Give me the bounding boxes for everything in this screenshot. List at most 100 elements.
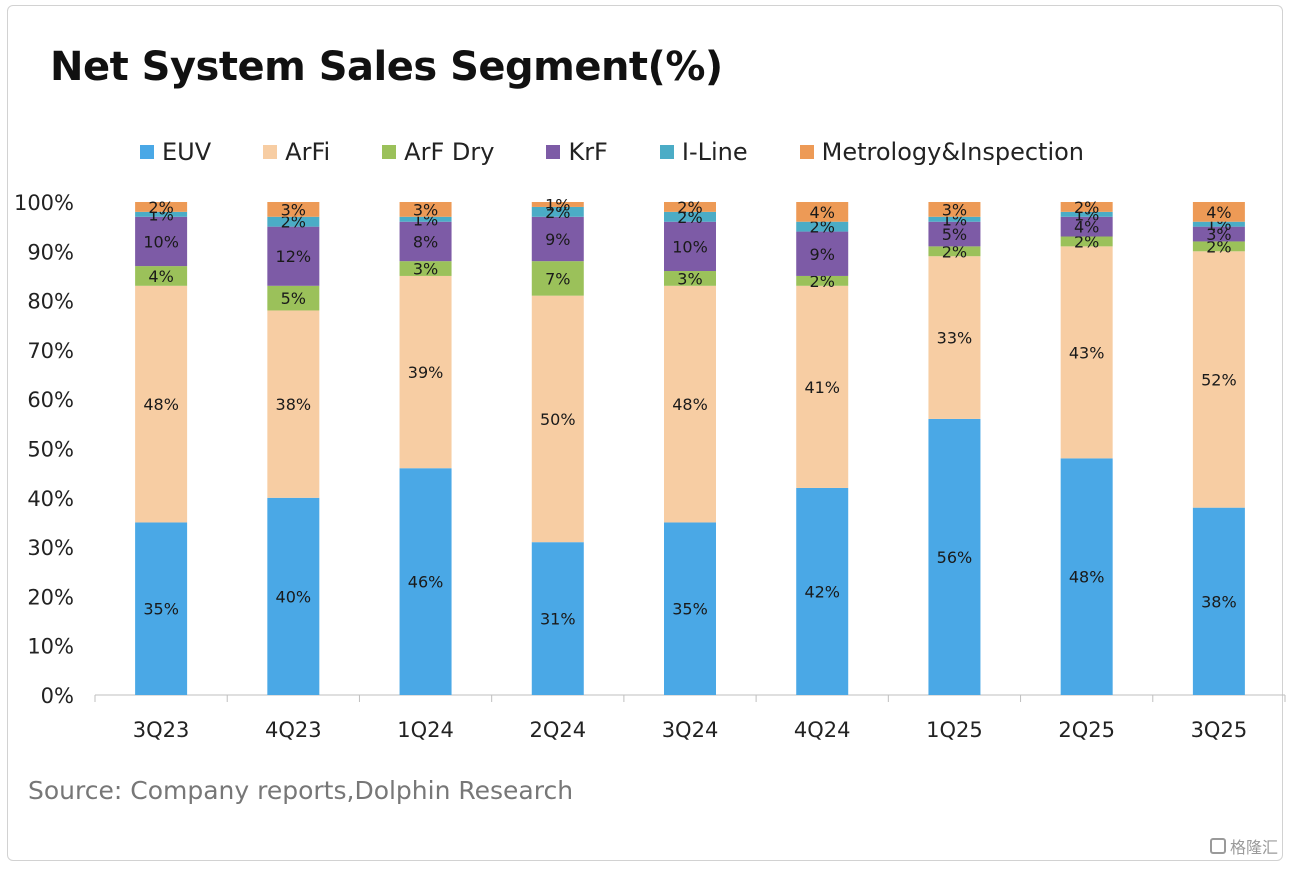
data-label: 46% [408, 573, 444, 592]
data-label: 10% [672, 237, 708, 256]
legend-item: EUV [140, 138, 211, 166]
data-label: 4% [810, 203, 835, 222]
bar-segment [796, 221, 849, 232]
y-tick-label: 70% [27, 339, 74, 363]
data-label: 7% [545, 269, 570, 288]
bar-segment [664, 221, 716, 272]
data-label: 12% [276, 247, 312, 266]
legend-swatch [546, 145, 561, 159]
bar-segment [531, 261, 584, 296]
bar-segment [531, 216, 584, 262]
footer-brand-label: 格隆汇 [1229, 840, 1278, 857]
bar-segment [399, 275, 452, 469]
x-tick-label: 1Q24 [397, 718, 454, 742]
bar-segment [399, 216, 452, 222]
y-tick-label: 60% [27, 388, 74, 412]
data-label: 1% [545, 195, 570, 214]
bar-segment [796, 285, 849, 488]
legend-item: Metrology&Inspection [799, 138, 1084, 166]
x-tick-label: 3Q24 [662, 718, 719, 742]
bar-segment [796, 202, 849, 222]
bar-segment [796, 487, 849, 695]
brand-logo-icon [1209, 838, 1226, 854]
legend-swatch [140, 145, 154, 159]
data-label: 4% [1206, 203, 1231, 222]
data-label: 48% [1069, 568, 1105, 587]
data-label: 2% [810, 272, 835, 291]
bar-segment [796, 231, 849, 276]
data-label: 50% [540, 410, 576, 429]
data-label: 2% [545, 203, 570, 222]
legend-item: ArF Dry [382, 138, 494, 166]
bar-segment [135, 266, 188, 286]
data-label: 56% [937, 548, 973, 567]
bar-segment [1060, 236, 1113, 247]
data-label: 8% [413, 232, 438, 251]
data-label: 39% [408, 363, 444, 382]
x-tick-label: 2Q24 [529, 718, 586, 742]
data-label: 9% [545, 230, 570, 249]
data-label: 3% [942, 200, 967, 219]
source-note: Source: Company reports,Dolphin Research [28, 776, 574, 805]
legend-item: ArFi [263, 138, 330, 166]
bar-segment [267, 285, 320, 311]
y-tick-label: 90% [27, 240, 74, 264]
data-label: 5% [281, 289, 306, 308]
data-label: 38% [276, 395, 312, 414]
bar-segment [267, 226, 320, 286]
bar-segment [399, 221, 452, 262]
y-tick-label: 100% [14, 191, 74, 215]
bar-segment [531, 542, 584, 695]
legend-swatch [659, 145, 674, 159]
bar-segment [664, 285, 716, 523]
legend-swatch [799, 145, 814, 159]
x-tick-label: 4Q23 [265, 718, 322, 742]
y-tick-label: 50% [27, 438, 74, 462]
bar-segment [135, 522, 188, 695]
data-label: 3% [281, 200, 306, 219]
bar-segment [267, 310, 320, 498]
data-label: 40% [276, 587, 312, 606]
data-label: 38% [1201, 592, 1237, 611]
data-label: 4% [148, 267, 173, 286]
data-label: 2% [1074, 232, 1099, 251]
bar-segment [1060, 458, 1113, 695]
data-label: 42% [804, 582, 840, 601]
legend-item: KrF [546, 138, 608, 166]
bar-segment [399, 261, 452, 276]
data-label: 31% [540, 610, 576, 629]
x-tick-label: 1Q25 [926, 718, 983, 742]
data-label: 3% [1206, 225, 1231, 244]
bar-segment [267, 216, 320, 227]
bar-segment [135, 285, 188, 523]
footer-brand: 格隆汇 [1209, 834, 1278, 858]
x-tick-label: 3Q25 [1191, 718, 1248, 742]
data-label: 4% [1074, 218, 1099, 237]
data-label: 5% [942, 225, 967, 244]
bar-segment [1192, 241, 1245, 252]
data-label: 2% [148, 198, 173, 217]
bar-segment [664, 522, 716, 695]
y-tick-label: 80% [27, 290, 74, 314]
data-label: 52% [1201, 370, 1237, 389]
data-label: 2% [1074, 198, 1099, 217]
data-label: 2% [677, 208, 702, 227]
y-tick-label: 10% [27, 635, 74, 659]
data-label: 35% [143, 600, 179, 619]
data-label: 35% [672, 600, 708, 619]
bar-segment [399, 202, 452, 217]
bar-segment [1060, 246, 1113, 459]
bar-segment [664, 211, 716, 222]
legend-label: KrF [568, 138, 608, 166]
bar-segment [531, 206, 584, 217]
legend-label: I-Line [681, 138, 748, 166]
bar-segment [1192, 221, 1245, 227]
bar-segment [1192, 202, 1245, 222]
bar-segment [399, 468, 452, 695]
legend-swatch [382, 145, 397, 159]
data-label: 3% [413, 260, 438, 279]
bar-segment [1060, 211, 1113, 217]
chart-legend: EUV ArFi ArF Dry KrF I-Line Metrology&Inspect… [140, 134, 1136, 170]
bar-segment [1060, 216, 1113, 237]
y-tick-label: 20% [27, 585, 74, 609]
